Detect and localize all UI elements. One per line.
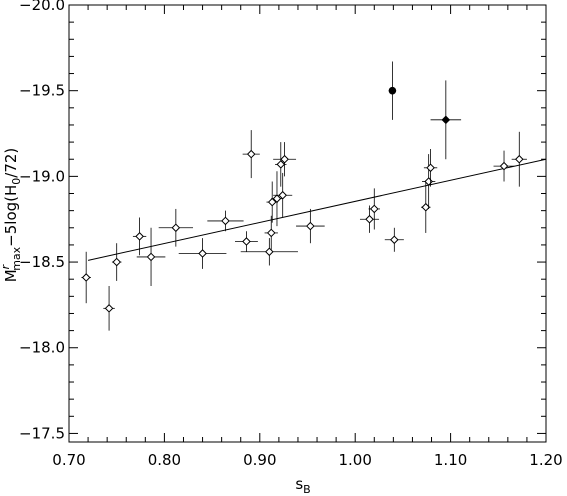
data-point	[136, 227, 166, 287]
data-point	[423, 148, 438, 187]
point-marker-open-diamond	[112, 257, 122, 267]
point-marker-open-diamond	[146, 252, 156, 262]
y-axis-title-sup: r	[0, 263, 12, 269]
point-marker-open-diamond	[266, 228, 276, 238]
point-marker-open-diamond	[306, 221, 315, 231]
data-point	[264, 215, 278, 251]
data-point	[178, 238, 227, 269]
data-point	[273, 142, 297, 177]
data-point	[271, 171, 283, 227]
y-tick-label: −18.5	[19, 253, 65, 271]
data-point	[240, 238, 298, 266]
point-marker-open-diamond	[499, 161, 509, 171]
y-axis-title-m: M	[2, 269, 20, 282]
point-marker-open-diamond	[265, 247, 274, 257]
data-point	[421, 154, 436, 209]
data-point	[368, 188, 381, 230]
point-marker-open-diamond	[221, 216, 230, 226]
data-point	[207, 210, 244, 232]
axis-ticks	[68, 4, 547, 442]
data-point	[273, 172, 293, 218]
point-marker-open-diamond	[278, 190, 288, 200]
y-tick-label: −20.0	[19, 0, 65, 14]
y-tick-label: −19.0	[19, 167, 65, 185]
data-point	[103, 286, 115, 331]
point-marker-open-diamond	[135, 232, 144, 241]
x-axis-title-sub: B	[303, 483, 311, 496]
y-axis-title-rest1: −5log(H	[2, 185, 20, 247]
point-marker-open-diamond	[267, 197, 277, 207]
tick-labels: 0.70 0.80 0.90 1.00 1.10 1.20 −20.0 −19.5 −19.0 −…	[19, 0, 563, 469]
y-axis-title-rest2: /72)	[2, 148, 20, 178]
data-point	[132, 217, 147, 256]
x-axis-title: sB	[295, 475, 310, 496]
data-point	[242, 130, 260, 179]
y-axis-title-sub0: 0	[10, 178, 23, 185]
data-point	[493, 150, 515, 182]
data-point	[359, 205, 380, 233]
y-tick-label: −18.0	[19, 339, 65, 357]
point-marker-open-diamond	[424, 177, 433, 186]
data-point	[234, 231, 258, 252]
data-point	[388, 61, 397, 120]
y-tick-label: −19.5	[19, 82, 65, 100]
point-marker-open-diamond	[81, 273, 91, 282]
y-axis-title-sub: max	[10, 246, 23, 270]
data-point	[296, 208, 325, 244]
fit-line-group	[87, 158, 547, 261]
point-marker-open-diamond	[171, 223, 181, 233]
point-marker-open-diamond	[369, 204, 379, 214]
point-marker-open-diamond	[242, 237, 251, 246]
x-tick-label: 1.10	[434, 451, 467, 469]
point-marker-filled-diamond	[441, 115, 451, 125]
x-tick-label: 0.70	[52, 451, 85, 469]
point-marker-open-diamond	[198, 249, 207, 258]
data-point	[81, 251, 91, 304]
point-marker-open-diamond	[390, 235, 399, 245]
y-axis-title: Mrmax−5log(H0/72)	[0, 148, 23, 283]
data-point	[111, 243, 122, 281]
y-tick-label: −17.5	[19, 424, 65, 442]
x-tick-label: 1.20	[529, 451, 562, 469]
point-marker-open-diamond	[365, 214, 374, 224]
data-point	[266, 181, 278, 223]
data-point	[421, 181, 431, 233]
point-marker-open-diamond	[272, 194, 282, 203]
point-marker-open-diamond	[280, 154, 289, 164]
data-points	[81, 61, 527, 331]
point-marker-filled-circle	[388, 86, 397, 95]
point-marker-open-diamond	[104, 304, 114, 313]
point-marker-open-diamond	[276, 160, 286, 169]
point-marker-open-diamond	[421, 202, 431, 212]
x-axis-title-main: s	[295, 475, 303, 493]
point-marker-open-diamond	[514, 154, 524, 164]
fit-line	[87, 158, 547, 261]
x-tick-label: 0.90	[243, 451, 276, 469]
point-marker-open-diamond	[426, 163, 435, 173]
data-point	[430, 80, 462, 160]
data-point	[384, 227, 404, 252]
plot-frame	[68, 4, 547, 443]
data-point	[511, 131, 527, 187]
data-point	[158, 208, 194, 247]
x-tick-label: 0.80	[148, 451, 181, 469]
point-marker-open-diamond	[246, 149, 256, 159]
x-tick-label: 1.00	[338, 451, 371, 469]
